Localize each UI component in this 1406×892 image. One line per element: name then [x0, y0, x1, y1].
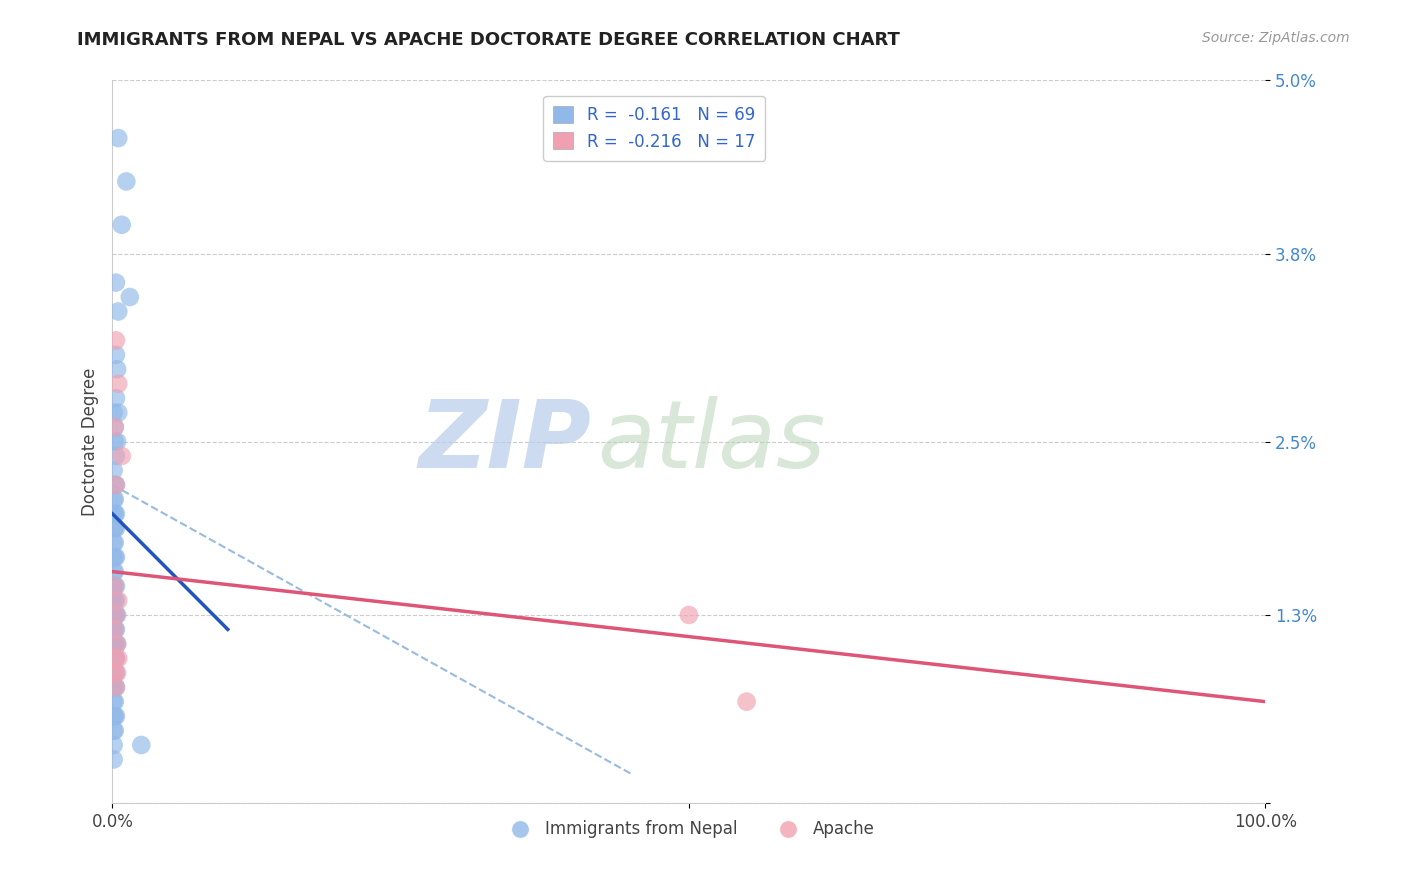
Point: [104, 507, 127, 521]
Point: [104, 637, 127, 651]
Point: [104, 579, 127, 593]
Point: [735, 695, 758, 709]
Point: [129, 738, 153, 752]
Point: [104, 579, 127, 593]
Point: [105, 637, 128, 651]
Point: [104, 665, 127, 680]
Point: [104, 607, 127, 622]
Point: [104, 550, 127, 565]
Point: [104, 434, 127, 449]
Point: [103, 565, 125, 579]
Point: [104, 665, 127, 680]
Point: [104, 651, 127, 665]
Point: [103, 752, 125, 766]
Y-axis label: Doctorate Degree: Doctorate Degree: [80, 368, 98, 516]
Point: [103, 695, 125, 709]
Point: [103, 680, 125, 694]
Point: [111, 218, 134, 232]
Point: [107, 593, 129, 607]
Point: [104, 449, 127, 463]
Point: [104, 478, 127, 492]
Point: [104, 478, 127, 492]
Point: [107, 406, 129, 420]
Point: [103, 723, 125, 738]
Point: [104, 637, 127, 651]
Point: [118, 290, 141, 304]
Point: [104, 521, 127, 535]
Point: [105, 362, 128, 376]
Point: [105, 607, 128, 622]
Point: [103, 593, 125, 607]
Point: [103, 738, 125, 752]
Point: [104, 593, 127, 607]
Text: Source: ZipAtlas.com: Source: ZipAtlas.com: [1202, 31, 1350, 45]
Point: [105, 434, 128, 449]
Point: [104, 492, 127, 507]
Point: [104, 420, 127, 434]
Point: [104, 550, 127, 565]
Point: [103, 492, 125, 507]
Point: [107, 131, 129, 145]
Point: [103, 507, 125, 521]
Point: [115, 174, 138, 188]
Point: [104, 695, 127, 709]
Point: [678, 607, 700, 622]
Point: [104, 348, 127, 362]
Point: [104, 478, 127, 492]
Point: [104, 593, 127, 607]
Point: [104, 607, 127, 622]
Point: [103, 637, 125, 651]
Point: [103, 521, 125, 535]
Text: IMMIGRANTS FROM NEPAL VS APACHE DOCTORATE DEGREE CORRELATION CHART: IMMIGRANTS FROM NEPAL VS APACHE DOCTORAT…: [77, 31, 900, 49]
Point: [104, 334, 127, 348]
Point: [103, 607, 125, 622]
Point: [111, 449, 134, 463]
Point: [103, 665, 125, 680]
Point: [104, 709, 127, 723]
Point: [107, 304, 129, 318]
Legend: Immigrants from Nepal, Apache: Immigrants from Nepal, Apache: [496, 814, 882, 845]
Point: [104, 607, 127, 622]
Point: [105, 665, 128, 680]
Point: [104, 565, 127, 579]
Point: [103, 406, 125, 420]
Point: [104, 623, 127, 637]
Point: [107, 376, 129, 391]
Point: [104, 680, 127, 694]
Point: [104, 723, 127, 738]
Point: [104, 680, 127, 694]
Point: [103, 623, 125, 637]
Point: [104, 651, 127, 665]
Point: [104, 579, 127, 593]
Point: [104, 535, 127, 549]
Point: [103, 463, 125, 477]
Point: [103, 579, 125, 593]
Point: [104, 521, 127, 535]
Point: [104, 391, 127, 405]
Point: [103, 709, 125, 723]
Point: [104, 651, 127, 665]
Point: [104, 623, 127, 637]
Point: [104, 665, 127, 680]
Point: [103, 651, 125, 665]
Point: [104, 623, 127, 637]
Point: [104, 709, 127, 723]
Point: [104, 680, 127, 694]
Text: atlas: atlas: [596, 396, 825, 487]
Text: ZIP: ZIP: [418, 395, 591, 488]
Point: [104, 276, 127, 290]
Point: [104, 420, 127, 434]
Point: [103, 550, 125, 565]
Point: [105, 637, 128, 651]
Point: [104, 507, 127, 521]
Point: [107, 651, 129, 665]
Point: [103, 535, 125, 549]
